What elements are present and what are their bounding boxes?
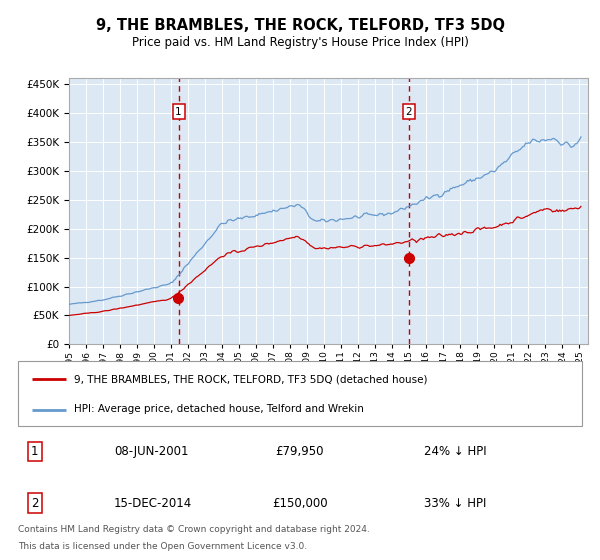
Text: 9, THE BRAMBLES, THE ROCK, TELFORD, TF3 5DQ: 9, THE BRAMBLES, THE ROCK, TELFORD, TF3 … xyxy=(95,18,505,33)
Text: 2: 2 xyxy=(31,497,38,510)
Text: 33% ↓ HPI: 33% ↓ HPI xyxy=(424,497,487,510)
FancyBboxPatch shape xyxy=(18,361,582,426)
Text: 15-DEC-2014: 15-DEC-2014 xyxy=(114,497,192,510)
Text: 9, THE BRAMBLES, THE ROCK, TELFORD, TF3 5DQ (detached house): 9, THE BRAMBLES, THE ROCK, TELFORD, TF3 … xyxy=(74,374,428,384)
Text: Contains HM Land Registry data © Crown copyright and database right 2024.: Contains HM Land Registry data © Crown c… xyxy=(18,525,370,534)
Text: 08-JUN-2001: 08-JUN-2001 xyxy=(114,445,188,458)
Text: £150,000: £150,000 xyxy=(272,497,328,510)
Text: £79,950: £79,950 xyxy=(276,445,324,458)
Text: 2: 2 xyxy=(406,106,412,116)
Text: 1: 1 xyxy=(175,106,182,116)
Text: 24% ↓ HPI: 24% ↓ HPI xyxy=(424,445,487,458)
Text: Price paid vs. HM Land Registry's House Price Index (HPI): Price paid vs. HM Land Registry's House … xyxy=(131,36,469,49)
Text: 1: 1 xyxy=(31,445,38,458)
Text: This data is licensed under the Open Government Licence v3.0.: This data is licensed under the Open Gov… xyxy=(18,542,307,551)
Text: HPI: Average price, detached house, Telford and Wrekin: HPI: Average price, detached house, Telf… xyxy=(74,404,364,414)
